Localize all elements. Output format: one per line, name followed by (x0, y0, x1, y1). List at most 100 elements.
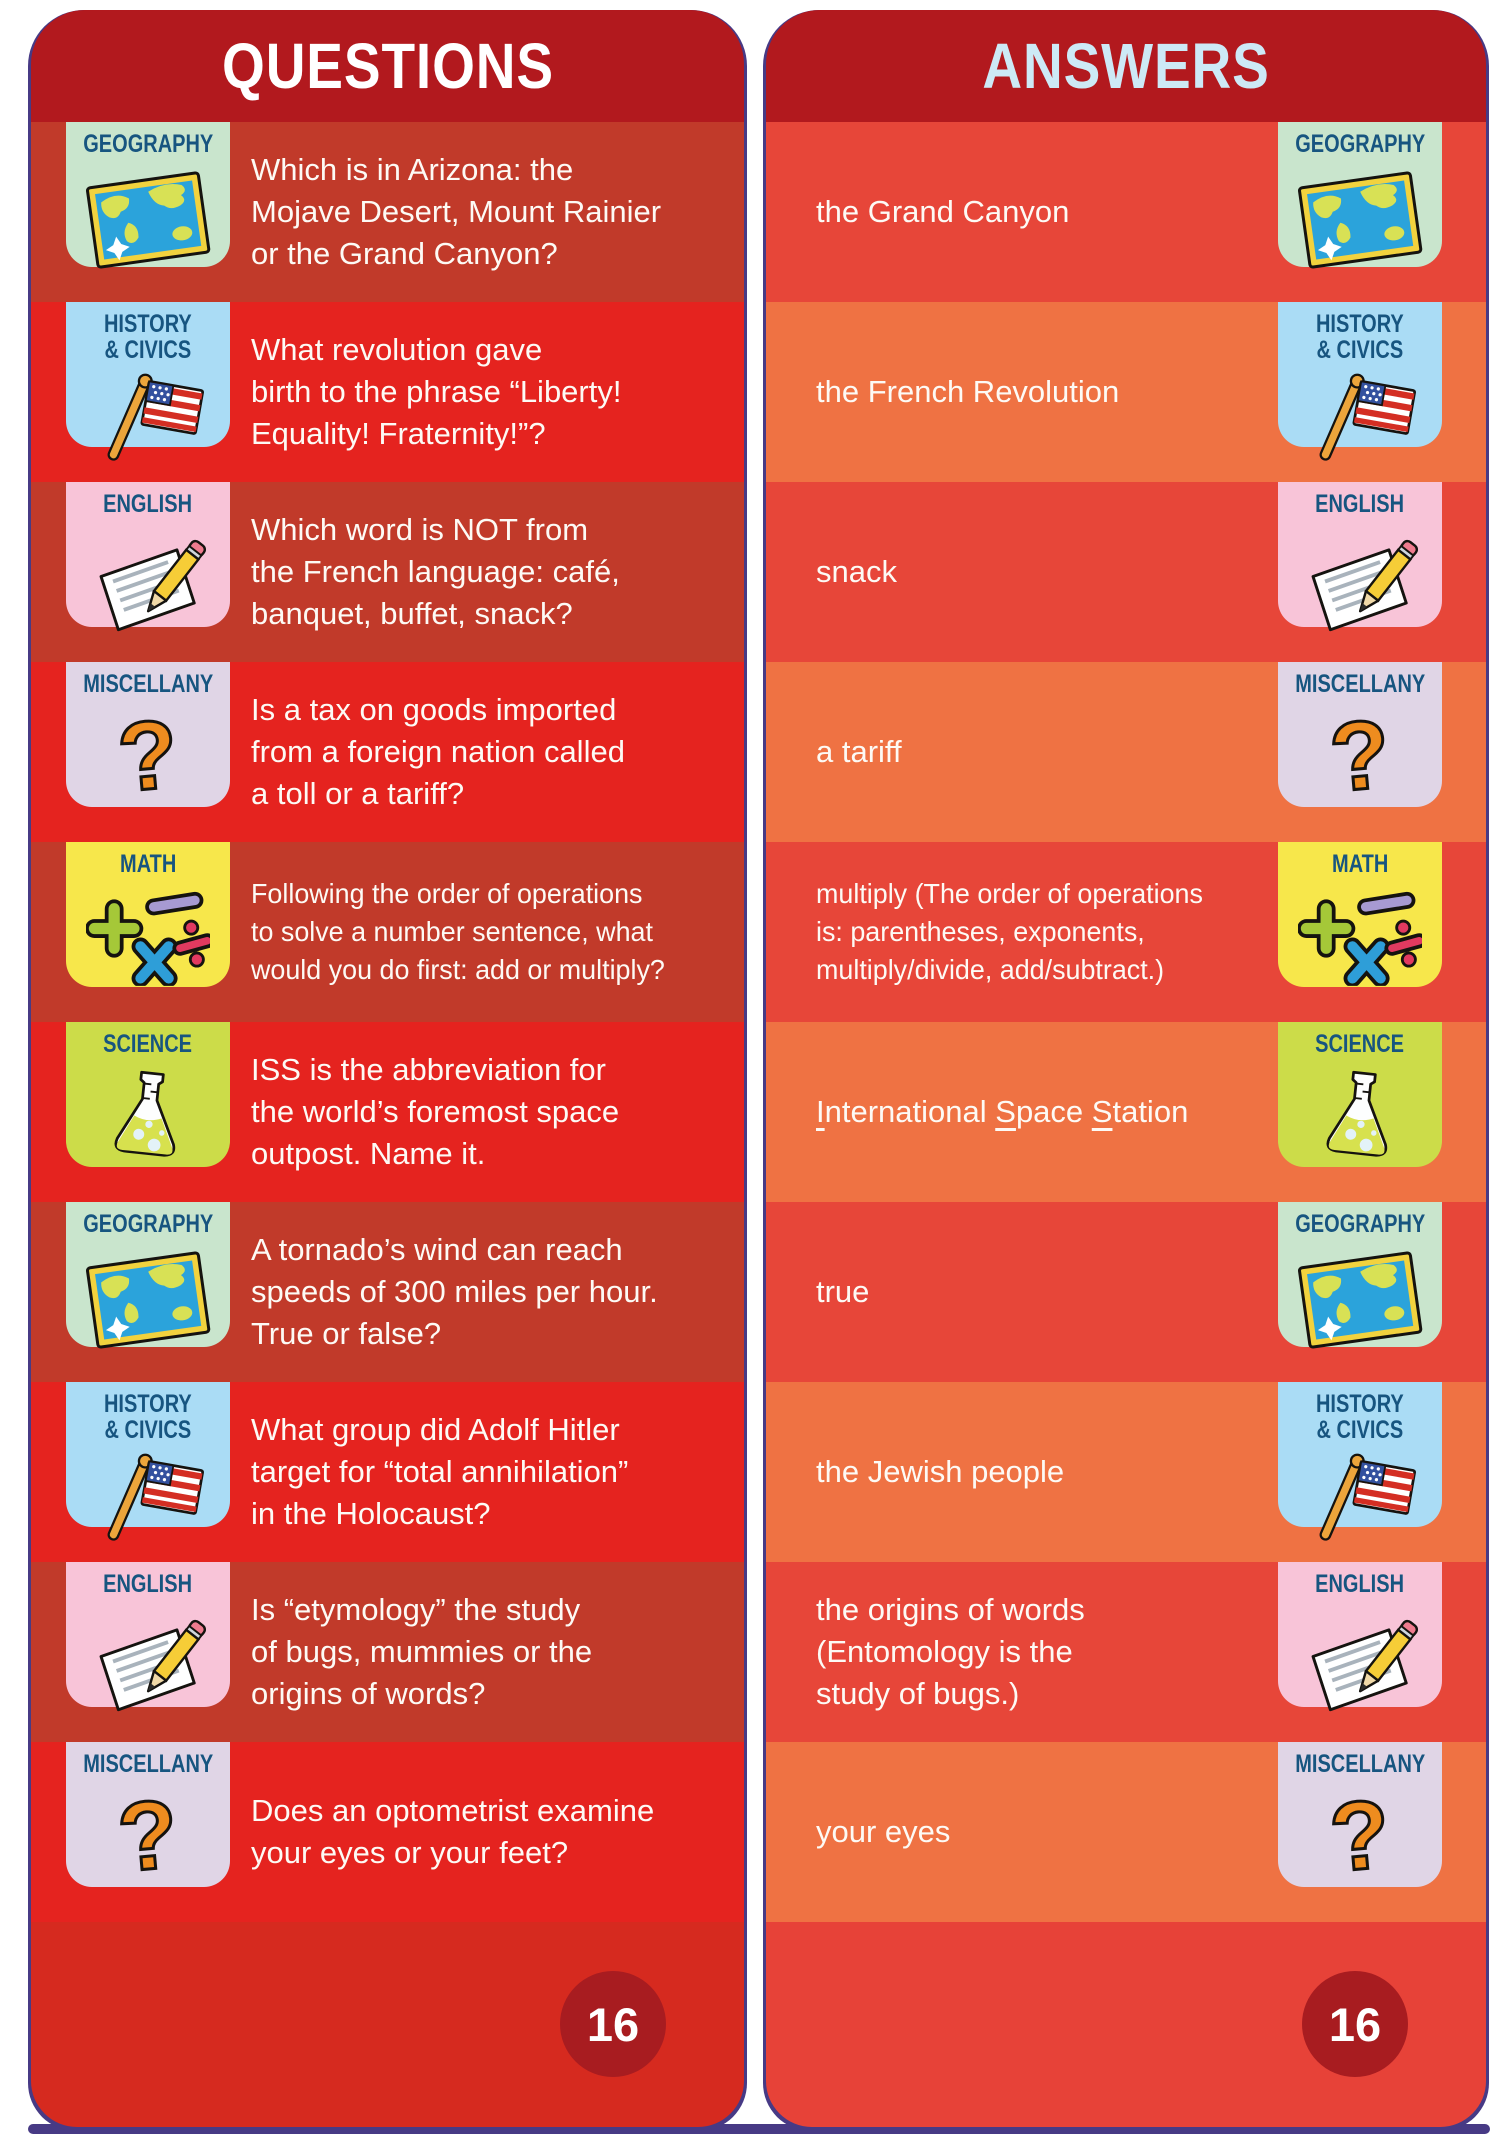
paper-pencil-icon (1296, 1610, 1424, 1712)
questions-title: QUESTIONS (221, 30, 554, 102)
category-label: GEOGRAPHY (1294, 1210, 1426, 1238)
category-label: HISTORY & CIVICS (104, 310, 192, 365)
answer-text: your eyes (816, 1813, 951, 1849)
question-row-english-2: ENGLISH Is “etymology” the study of bugs… (31, 1562, 744, 1742)
page-number: 16 (1328, 1997, 1382, 2051)
answer-row-history-1: the French Revolution HISTORY & CIVICS (766, 302, 1486, 482)
question-mark-icon (1316, 704, 1404, 808)
question-row-miscellany-1: MISCELLANY Is a tax on goods imported fr… (31, 662, 744, 842)
answer-row-english-2: the origins of words (Entomology is the … (766, 1562, 1486, 1742)
category-label: ENGLISH (103, 1570, 193, 1598)
answer-row-math: multiply (The order of operations is: pa… (766, 842, 1486, 1022)
answer-text: the origins of words (Entomology is the … (816, 1591, 1085, 1712)
answers-panel: ANSWERS the Grand Canyon GEOGRAPHY the F… (763, 10, 1489, 2131)
category-badge-miscellany: MISCELLANY (66, 1742, 230, 1887)
us-flag-icon (88, 1438, 208, 1546)
answers-title: ANSWERS (982, 30, 1270, 102)
question-row-geography-1: GEOGRAPHY Which is in Arizona: the Mojav… (31, 122, 744, 302)
category-badge-miscellany: MISCELLANY (1278, 1742, 1442, 1887)
category-label: HISTORY & CIVICS (1316, 310, 1404, 365)
answer-text: snack (816, 553, 897, 589)
answer-text: multiply (The order of operations is: pa… (816, 877, 1203, 986)
category-label: SCIENCE (1315, 1030, 1405, 1058)
paper-pencil-icon (1296, 530, 1424, 632)
flask-icon (1309, 1060, 1411, 1172)
question-text: A tornado’s wind can reach speeds of 300… (251, 1231, 658, 1352)
answer-text: a tariff (816, 733, 902, 769)
question-mark-icon (1316, 1784, 1404, 1888)
question-row-history-2: HISTORY & CIVICS What group did Adolf Hi… (31, 1382, 744, 1562)
question-row-math: MATH Following the order of operations t… (31, 842, 744, 1022)
question-row-science: SCIENCE ISS is the abbreviation for the … (31, 1022, 744, 1202)
answer-row-science: International Space Station SCIENCE (766, 1022, 1486, 1202)
answer-text: the Grand Canyon (816, 193, 1070, 229)
category-badge-geography: GEOGRAPHY (66, 1202, 230, 1347)
category-label: MATH (1331, 850, 1389, 878)
category-badge-history-civics: HISTORY & CIVICS (66, 1382, 230, 1527)
questions-rows: GEOGRAPHY Which is in Arizona: the Mojav… (31, 122, 744, 1922)
answers-rows: the Grand Canyon GEOGRAPHY the French Re… (766, 122, 1486, 1922)
question-row-miscellany-2: MISCELLANY Does an optometrist examine y… (31, 1742, 744, 1922)
question-text: Which is in Arizona: the Mojave Desert, … (251, 151, 662, 272)
answer-row-english-1: snack ENGLISH (766, 482, 1486, 662)
questions-header: QUESTIONS (31, 10, 744, 122)
question-mark-icon (104, 704, 192, 808)
answer-text: true (816, 1273, 870, 1309)
paper-pencil-icon (84, 530, 212, 632)
category-label: MISCELLANY (1295, 1750, 1425, 1778)
map-icon (82, 1244, 214, 1354)
category-badge-history-civics: HISTORY & CIVICS (66, 302, 230, 447)
category-badge-history-civics: HISTORY & CIVICS (1278, 1382, 1442, 1527)
map-icon (1294, 164, 1426, 274)
answer-row-miscellany-2: your eyes MISCELLANY (766, 1742, 1486, 1922)
category-badge-geography: GEOGRAPHY (1278, 1202, 1442, 1347)
category-label: SCIENCE (103, 1030, 193, 1058)
question-text: ISS is the abbreviation for the world’s … (251, 1051, 620, 1172)
category-label: MISCELLANY (83, 1750, 213, 1778)
page-number-badge: 16 (1302, 1971, 1408, 2077)
answer-text: the Jewish people (816, 1453, 1065, 1489)
page-number: 16 (586, 1997, 640, 2051)
question-row-geography-2: GEOGRAPHY A tornado’s wind can reach spe… (31, 1202, 744, 1382)
category-badge-math: MATH (1278, 842, 1442, 987)
category-label: MISCELLANY (83, 670, 213, 698)
paper-pencil-icon (84, 1610, 212, 1712)
question-text: What group did Adolf Hitler target for “… (251, 1411, 629, 1532)
answer-row-geography-1: the Grand Canyon GEOGRAPHY (766, 122, 1486, 302)
us-flag-icon (88, 358, 208, 466)
category-label: GEOGRAPHY (82, 130, 214, 158)
category-badge-english: ENGLISH (1278, 1562, 1442, 1707)
answer-row-miscellany-1: a tariff MISCELLANY (766, 662, 1486, 842)
category-badge-history-civics: HISTORY & CIVICS (1278, 302, 1442, 447)
category-label: MATH (119, 850, 177, 878)
map-icon (1294, 1244, 1426, 1354)
us-flag-icon (1300, 358, 1420, 466)
category-badge-miscellany: MISCELLANY (66, 662, 230, 807)
flask-icon (97, 1060, 199, 1172)
category-badge-english: ENGLISH (1278, 482, 1442, 627)
category-label: ENGLISH (103, 490, 193, 518)
question-text: Is “etymology” the study of bugs, mummie… (251, 1591, 593, 1712)
question-text: Which word is NOT from the French langua… (251, 511, 620, 632)
map-icon (82, 164, 214, 274)
question-text: Following the order of operations to sol… (251, 877, 665, 986)
category-badge-geography: GEOGRAPHY (66, 122, 230, 267)
category-badge-geography: GEOGRAPHY (1278, 122, 1442, 267)
question-mark-icon (104, 1784, 192, 1888)
page-number-badge: 16 (560, 1971, 666, 2077)
category-label: ENGLISH (1315, 490, 1405, 518)
category-label: MISCELLANY (1295, 670, 1425, 698)
question-text: What revolution gave birth to the phrase… (251, 331, 622, 452)
card-bottom-edge (28, 2124, 1490, 2134)
category-label: GEOGRAPHY (82, 1210, 214, 1238)
category-label: HISTORY & CIVICS (1316, 1390, 1404, 1445)
category-badge-miscellany: MISCELLANY (1278, 662, 1442, 807)
us-flag-icon (1300, 1438, 1420, 1546)
questions-panel: QUESTIONS GEOGRAPHY Which is in Arizona:… (28, 10, 747, 2131)
category-badge-science: SCIENCE (1278, 1022, 1442, 1167)
category-badge-math: MATH (66, 842, 230, 987)
category-badge-science: SCIENCE (66, 1022, 230, 1167)
category-badge-english: ENGLISH (66, 1562, 230, 1707)
answer-row-history-2: the Jewish people HISTORY & CIVICS (766, 1382, 1486, 1562)
